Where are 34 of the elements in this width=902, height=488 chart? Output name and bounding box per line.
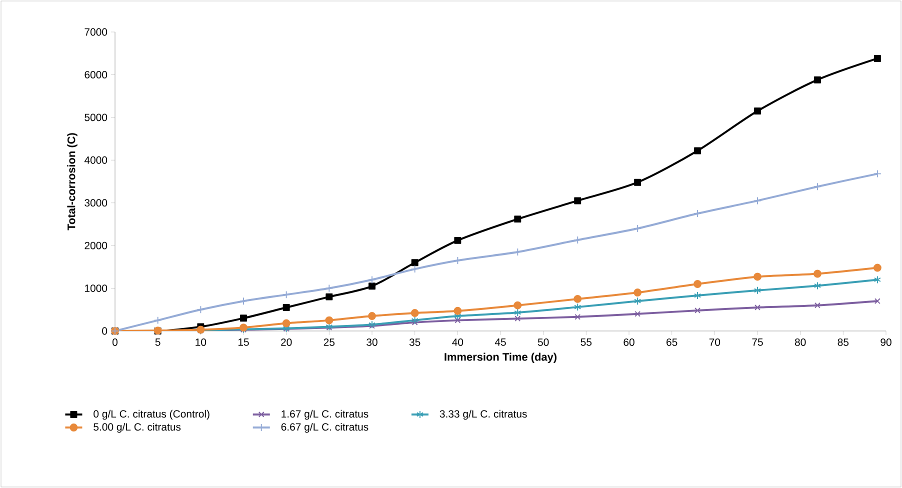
x-tick-label: 70 xyxy=(709,338,720,346)
x-tick-label: 80 xyxy=(794,338,806,346)
x-tick-label: 40 xyxy=(452,338,464,346)
x-tick-label: 50 xyxy=(538,338,549,346)
y-tick-label: 0 xyxy=(102,327,108,335)
x-tick-label: 5 xyxy=(155,338,160,346)
x-tick-label: 45 xyxy=(494,338,506,346)
x-tick-label: 15 xyxy=(238,338,249,346)
y-tick-label: 6000 xyxy=(84,71,108,78)
legend-label: 5.00 g/L C. citratus xyxy=(94,422,181,433)
x-tick-label: 0 xyxy=(112,338,118,346)
y-tick-label: 5000 xyxy=(84,114,108,122)
legend-label: 6.67 g/L C. citratus xyxy=(281,422,368,433)
legend-label: 3.33 g/L C. citratus xyxy=(440,410,527,420)
x-tick-label: 90 xyxy=(880,338,892,346)
legend-label: 1.67 g/L C. citratus xyxy=(282,410,368,420)
x-tick-label: 30 xyxy=(366,338,378,346)
legend-label: 0 g/L C. citratus (Control) xyxy=(94,410,210,420)
y-tick-label: 4000 xyxy=(84,156,108,164)
y-tick-label: 7000 xyxy=(84,28,108,36)
x-tick-label: 55 xyxy=(580,338,592,346)
y-tick-label: 3000 xyxy=(84,199,108,207)
x-tick-label: 10 xyxy=(196,338,206,346)
x-tick-label: 35 xyxy=(409,338,420,346)
x-tick-label: 75 xyxy=(752,338,763,346)
x-tick-label: 60 xyxy=(624,338,634,346)
y-axis-title: Total-corrosion (C) xyxy=(67,133,78,230)
x-tick-label: 20 xyxy=(281,338,292,346)
y-tick-label: 1000 xyxy=(85,284,108,292)
x-tick-label: 25 xyxy=(324,338,335,346)
x-axis-title: Immersion Time (day) xyxy=(444,352,556,363)
x-tick-label: 65 xyxy=(666,338,678,346)
x-tick-label: 85 xyxy=(838,338,849,346)
y-tick-label: 2000 xyxy=(84,242,108,250)
